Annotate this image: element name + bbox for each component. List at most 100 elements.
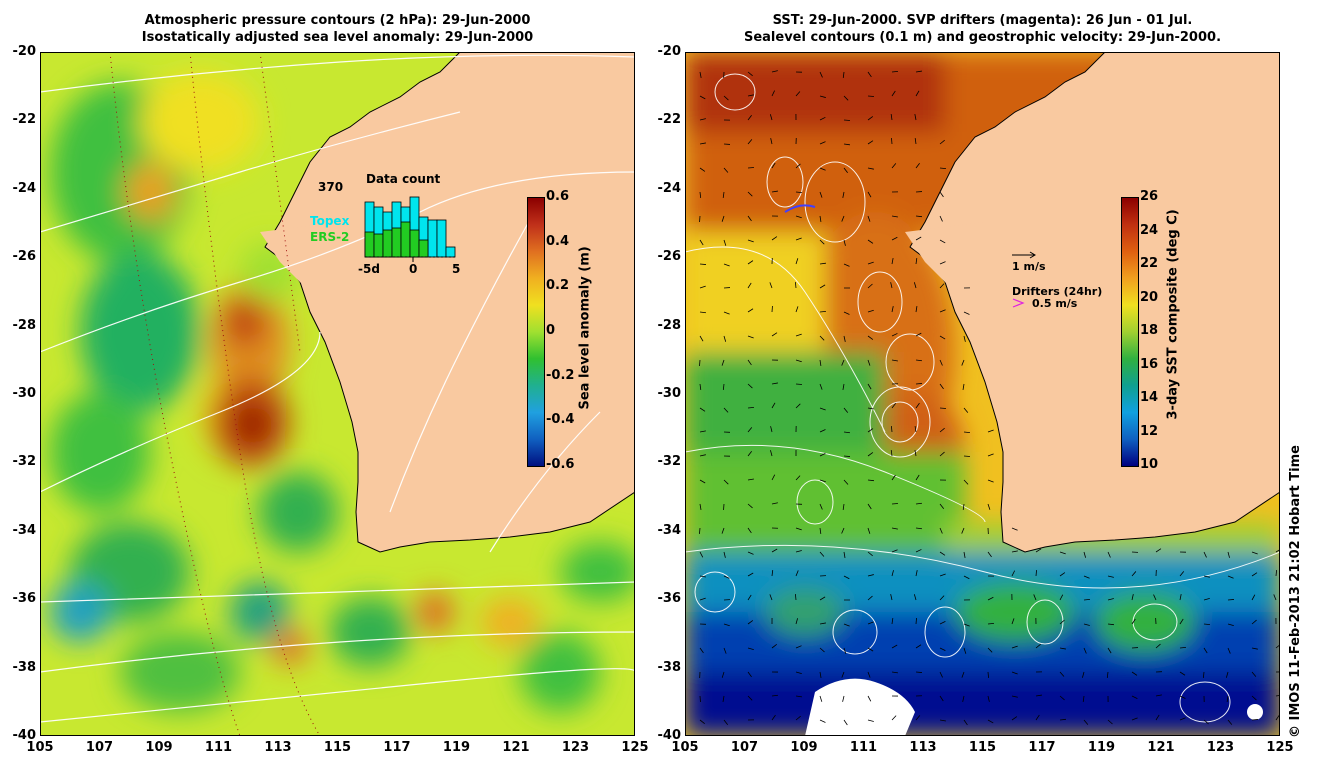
velocity-arrow bbox=[769, 594, 773, 601]
velocity-arrow bbox=[1059, 572, 1066, 577]
latitude-tick-label: -26 bbox=[657, 249, 682, 265]
velocity-arrow bbox=[987, 622, 995, 625]
latitude-tick-label: -30 bbox=[12, 386, 37, 401]
velocity-arrow bbox=[915, 258, 918, 265]
velocity-arrow bbox=[1153, 594, 1157, 601]
latitude-tick-label: -34 bbox=[657, 522, 682, 538]
velocity-arrow bbox=[1225, 671, 1229, 678]
velocity-arrow bbox=[962, 695, 965, 702]
velocity-arrow bbox=[961, 359, 965, 366]
velocity-arrow bbox=[699, 239, 704, 246]
latitude-tick-label: -36 bbox=[657, 591, 682, 607]
colorbar-tick-label: 24 bbox=[1140, 222, 1159, 238]
topex-bar bbox=[427, 219, 438, 258]
velocity-arrow bbox=[723, 407, 729, 413]
velocity-arrow bbox=[939, 427, 945, 433]
velocity-arrow bbox=[795, 237, 802, 241]
colorbar-tick-label: 16 bbox=[1140, 356, 1159, 372]
velocity-arrow bbox=[819, 551, 825, 557]
velocity-arrow bbox=[1107, 647, 1112, 654]
velocity-arrow bbox=[915, 215, 923, 218]
velocity-arrow bbox=[843, 239, 846, 246]
velocity-arrow bbox=[795, 570, 799, 577]
inset-xtick: 5 bbox=[452, 262, 461, 276]
velocity-arrow bbox=[723, 167, 729, 173]
velocity-arrow bbox=[723, 719, 728, 725]
velocity-arrow bbox=[939, 261, 946, 265]
velocity-arrow bbox=[819, 429, 826, 433]
velocity-arrow bbox=[963, 575, 970, 580]
longitude-tick-label: 107 bbox=[85, 740, 114, 755]
velocity-arrow bbox=[1035, 569, 1037, 577]
velocity-arrow bbox=[867, 167, 874, 170]
velocity-arrow bbox=[1083, 598, 1091, 601]
velocity-arrow bbox=[1227, 599, 1235, 601]
longitude-tick-label: 109 bbox=[790, 740, 818, 755]
velocity-arrow bbox=[914, 114, 917, 121]
colorbar-tick-label: 18 bbox=[1140, 323, 1159, 338]
velocity-arrow bbox=[1227, 623, 1234, 626]
velocity-arrow bbox=[1251, 594, 1256, 601]
velocity-arrow bbox=[1033, 594, 1037, 601]
velocity-arrow bbox=[1251, 695, 1257, 701]
velocity-arrow bbox=[1227, 575, 1234, 579]
velocity-arrow bbox=[723, 335, 727, 342]
velocity-arrow bbox=[819, 284, 826, 289]
velocity-arrow bbox=[819, 191, 823, 198]
velocity-arrow bbox=[819, 335, 825, 341]
topex-bar bbox=[436, 219, 447, 258]
velocity-arrow bbox=[795, 215, 802, 219]
velocity-scale-arrow bbox=[1012, 251, 1036, 259]
velocity-arrow bbox=[795, 383, 803, 385]
velocity-arrow bbox=[747, 620, 754, 625]
velocity-arrow bbox=[1179, 594, 1182, 601]
velocity-arrow bbox=[939, 647, 946, 652]
longitude-tick-label: 125 bbox=[1266, 740, 1294, 755]
velocity-arrow bbox=[1251, 719, 1259, 721]
velocity-arrow bbox=[795, 333, 802, 337]
velocity-arrow bbox=[699, 167, 706, 172]
velocity-arrow bbox=[939, 383, 944, 390]
velocity-arrow bbox=[987, 453, 994, 457]
velocity-arrow bbox=[867, 383, 872, 390]
velocity-arrow bbox=[867, 261, 874, 265]
longitude-tick-label: 115 bbox=[323, 740, 352, 755]
velocity-arrow bbox=[939, 167, 947, 170]
velocity-arrow bbox=[891, 671, 898, 674]
velocity-arrow bbox=[1131, 571, 1137, 577]
velocity-arrow bbox=[1059, 594, 1064, 601]
velocity-arrow bbox=[1179, 571, 1185, 577]
ers-label: ERS-2 bbox=[310, 230, 350, 244]
velocity-arrow bbox=[1227, 719, 1233, 725]
velocity-arrow bbox=[699, 118, 706, 121]
colorbar-tick-label: 0.4 bbox=[546, 233, 570, 249]
velocity-arrow bbox=[819, 95, 826, 98]
velocity-arrow bbox=[795, 91, 801, 97]
velocity-arrow bbox=[722, 695, 725, 702]
velocity-arrow bbox=[770, 426, 773, 433]
velocity-arrow bbox=[915, 162, 920, 169]
velocity-arrow bbox=[915, 90, 920, 97]
velocity-arrow bbox=[915, 570, 918, 577]
velocity-arrow bbox=[795, 403, 801, 409]
velocity-arrow bbox=[1179, 647, 1187, 649]
sealevel-contours bbox=[685, 73, 1280, 723]
velocity-arrow bbox=[699, 191, 702, 199]
velocity-arrow bbox=[891, 618, 894, 625]
latitude-tick-label: -34 bbox=[12, 522, 37, 538]
velocity-arrow bbox=[771, 236, 778, 241]
velocity-arrow bbox=[747, 427, 753, 433]
topex-bar bbox=[445, 246, 456, 258]
velocity-arrow bbox=[819, 647, 825, 653]
velocity-arrow bbox=[1011, 671, 1018, 675]
velocity-arrow bbox=[747, 191, 753, 197]
velocity-arrow bbox=[842, 503, 845, 510]
velocity-arrow bbox=[770, 450, 773, 457]
velocity-arrow bbox=[699, 311, 707, 314]
velocity-arrow bbox=[867, 671, 871, 678]
velocity-arrow bbox=[1059, 619, 1065, 625]
velocity-arrow bbox=[891, 403, 897, 409]
colorbar-tick-label: -0.6 bbox=[546, 457, 575, 472]
velocity-arrow bbox=[939, 621, 946, 625]
velocity-arrow bbox=[890, 425, 893, 433]
